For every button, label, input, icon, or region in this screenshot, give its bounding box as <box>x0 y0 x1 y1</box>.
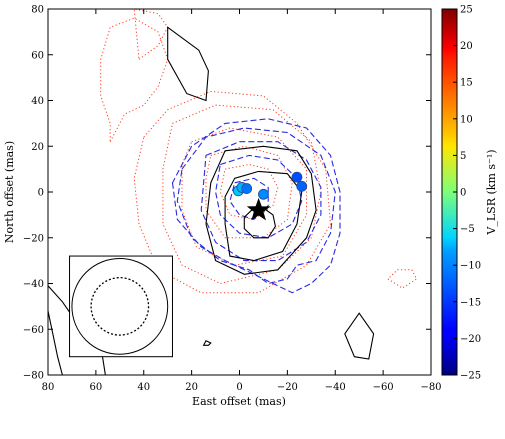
x-tick-label: −20 <box>277 382 298 393</box>
y-tick-label: −20 <box>23 233 44 244</box>
black-contour <box>243 207 276 239</box>
axis-ticks: 80 60 40 20 0 −20 −40 −60 −80806040200−20−40−60−… <box>23 5 442 394</box>
colorbar-tick-label: 25 <box>460 5 473 16</box>
red-dotted-contour <box>162 104 322 285</box>
x-tick-label: −60 <box>373 382 394 393</box>
star-marker <box>246 197 271 221</box>
y-tick-label: −80 <box>23 371 44 382</box>
red-dotted-contour <box>181 127 307 266</box>
maser-spot <box>291 171 303 183</box>
y-tick-label: −60 <box>23 325 44 336</box>
beam-circle <box>71 258 169 355</box>
x-tick-label: 20 <box>185 382 198 393</box>
beam-box <box>69 255 173 358</box>
red-dotted-contour <box>219 163 279 220</box>
y-tick-label: 40 <box>31 96 44 107</box>
y-tick-label: 0 <box>38 188 44 199</box>
red-dotted-contour <box>387 269 418 289</box>
colorbar-tick-label: 15 <box>460 78 473 89</box>
contour-layer <box>48 9 418 375</box>
colorbar-tick-label: −5 <box>460 224 475 235</box>
black-contour <box>224 170 303 262</box>
x-tick-label: −40 <box>325 382 346 393</box>
x-axis-label: East offset (mas) <box>192 395 286 408</box>
black-contour <box>202 339 212 346</box>
blue-dashed-contour <box>176 127 336 285</box>
colorbar-tick-label: −10 <box>460 261 481 272</box>
colorbar-tick-label: 10 <box>460 114 473 125</box>
y-tick-label: 60 <box>31 50 44 61</box>
colorbar-tick-label: 5 <box>460 151 466 162</box>
blue-dashed-contour <box>215 154 303 239</box>
colorbar-tick-label: 20 <box>460 41 473 52</box>
blue-dashed-contour <box>171 118 341 294</box>
star-icon <box>246 197 271 221</box>
y-tick-label: 80 <box>31 5 44 16</box>
y-tick-label: −40 <box>23 279 44 290</box>
x-tick-label: 80 <box>42 382 55 393</box>
x-tick-label: 60 <box>90 382 103 393</box>
colorbar-tick-label: −25 <box>460 371 481 382</box>
colorbar-tick-label: −20 <box>460 334 481 345</box>
x-tick-label: 0 <box>236 382 242 393</box>
colorbar-ticks: 25 20 15 10 5 0 −5 −10 −15 −20 −25 <box>453 5 481 382</box>
maser-spot <box>258 188 269 200</box>
x-tick-label: −80 <box>420 382 441 393</box>
beam-inset <box>69 255 173 358</box>
colorbar-label: V_LSR (km s⁻¹) <box>485 149 498 235</box>
blue-dashed-contour <box>200 141 322 262</box>
maser-spot <box>241 183 253 194</box>
y-tick-label: 20 <box>31 142 44 153</box>
maser-spot <box>296 180 308 192</box>
red-dotted-contour <box>133 9 169 61</box>
maser-spots <box>232 171 308 200</box>
black-contour <box>344 312 375 360</box>
beam-circle-dashed <box>90 276 150 336</box>
black-contour <box>205 145 317 275</box>
red-dotted-contour <box>100 17 169 142</box>
black-contour <box>167 26 209 102</box>
black-contour <box>48 310 63 375</box>
colorbar-tick-label: 0 <box>460 188 466 199</box>
colorbar-tick-label: −15 <box>460 297 481 308</box>
x-tick-label: 40 <box>137 382 150 393</box>
y-axis-label: North offset (mas) <box>3 141 16 243</box>
